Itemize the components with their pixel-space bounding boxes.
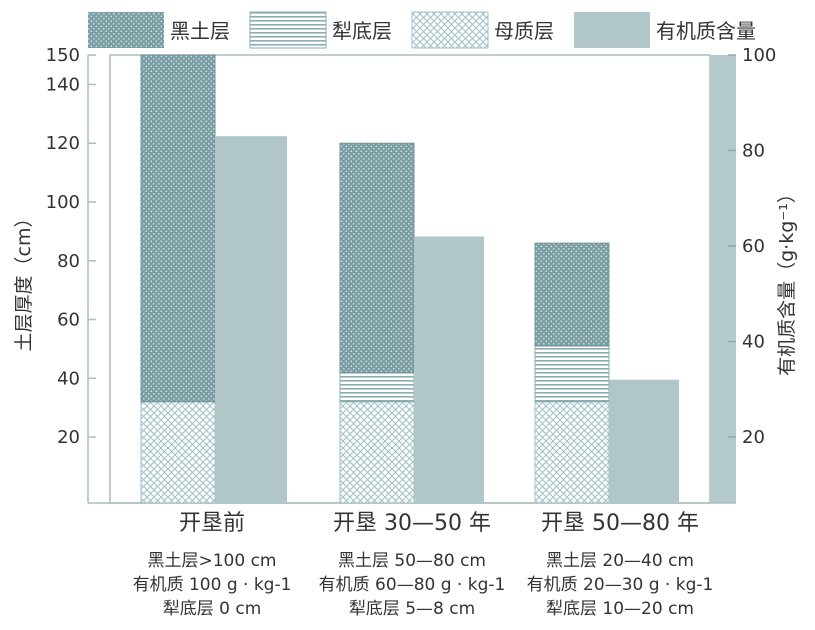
left-tick-label: 140 bbox=[46, 74, 80, 95]
right-tick-label: 60 bbox=[742, 236, 765, 257]
category-label: 开垦 30—50 年 bbox=[333, 511, 491, 536]
legend-item-plow-pan: 犁底层 bbox=[249, 11, 392, 49]
note-line: 犁底层 10—20 cm bbox=[546, 599, 694, 619]
legend-item-black-soil: 黑土层 bbox=[88, 12, 230, 48]
note-line: 犁底层 5—8 cm bbox=[349, 599, 475, 619]
note-line: 黑土层>100 cm bbox=[147, 551, 276, 571]
note-line: 黑土层 20—40 cm bbox=[546, 551, 694, 571]
right-tick-label: 80 bbox=[742, 141, 765, 162]
right-axis-band bbox=[710, 55, 736, 503]
note-line: 有机质 60—80 g · kg-1 bbox=[319, 575, 506, 595]
note-line: 犁底层 0 cm bbox=[163, 599, 262, 619]
left-tick-label: 60 bbox=[57, 310, 80, 331]
note-line: 有机质 20—30 g · kg-1 bbox=[527, 575, 714, 595]
left-axis-title: 土层厚度（cm） bbox=[13, 209, 35, 352]
bar-black-soil-layer bbox=[534, 242, 610, 347]
right-axis-title: 有机质含量（g·kg⁻¹） bbox=[776, 184, 798, 376]
legend-item-parent: 母质层 bbox=[411, 11, 554, 49]
legend-swatch-organic bbox=[574, 12, 650, 48]
bars bbox=[140, 54, 679, 504]
legend: 黑土层 犁底层 母质层 有机质含量 bbox=[88, 11, 756, 49]
left-tick-label: 20 bbox=[57, 427, 80, 448]
bar-plow-pan-layer bbox=[534, 345, 610, 403]
note-line: 有机质 100 g · kg-1 bbox=[133, 575, 292, 595]
legend-label-parent: 母质层 bbox=[494, 19, 554, 43]
category-label: 开垦 50—80 年 bbox=[541, 511, 699, 536]
note-line: 黑土层 50—80 cm bbox=[338, 551, 486, 571]
bar-organic-matter bbox=[414, 236, 484, 503]
category-label: 开垦前 bbox=[179, 511, 245, 536]
bar-black-soil-layer bbox=[140, 54, 216, 403]
bar-parent-layer bbox=[339, 401, 415, 504]
legend-label-black-soil: 黑土层 bbox=[170, 19, 230, 43]
legend-label-organic: 有机质含量 bbox=[656, 19, 756, 43]
right-tick-label: 20 bbox=[742, 427, 765, 448]
bar-organic-matter bbox=[609, 379, 679, 503]
legend-swatch-plow-pan bbox=[249, 11, 327, 49]
bar-black-soil-layer bbox=[339, 142, 415, 373]
bar-organic-matter bbox=[215, 136, 287, 504]
legend-swatch-parent bbox=[411, 11, 489, 49]
right-tick-label: 40 bbox=[742, 332, 765, 353]
legend-swatch-black-soil bbox=[88, 12, 164, 48]
notes: 黑土层>100 cm 有机质 100 g · kg-1 犁底层 0 cm 黑土层… bbox=[133, 551, 714, 619]
bar-parent-layer bbox=[534, 401, 610, 504]
left-tick-label: 100 bbox=[46, 192, 80, 213]
left-tick-label: 120 bbox=[46, 133, 80, 154]
left-tick-label: 80 bbox=[57, 251, 80, 272]
bar-plow-pan-layer bbox=[339, 371, 415, 403]
legend-item-organic: 有机质含量 bbox=[574, 12, 756, 48]
right-axis-ticks: 20 40 60 80 100 bbox=[728, 45, 776, 448]
left-tick-label: 150 bbox=[46, 45, 80, 66]
left-tick-label: 40 bbox=[57, 368, 80, 389]
left-axis-ticks: 20 40 60 80 100 120 140 150 bbox=[46, 45, 96, 448]
bar-parent-layer bbox=[140, 401, 216, 504]
right-tick-label: 100 bbox=[742, 45, 776, 66]
legend-label-plow-pan: 犁底层 bbox=[332, 19, 392, 43]
